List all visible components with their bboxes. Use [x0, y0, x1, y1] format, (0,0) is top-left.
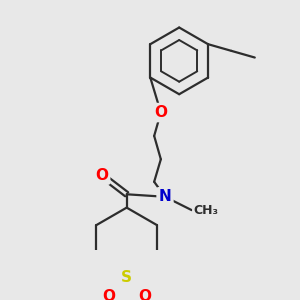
Text: O: O — [102, 289, 115, 300]
Text: N: N — [159, 189, 171, 204]
Text: CH₃: CH₃ — [194, 204, 218, 217]
Text: S: S — [121, 270, 132, 285]
Text: O: O — [139, 289, 152, 300]
Text: O: O — [95, 168, 108, 183]
Text: O: O — [154, 105, 167, 120]
